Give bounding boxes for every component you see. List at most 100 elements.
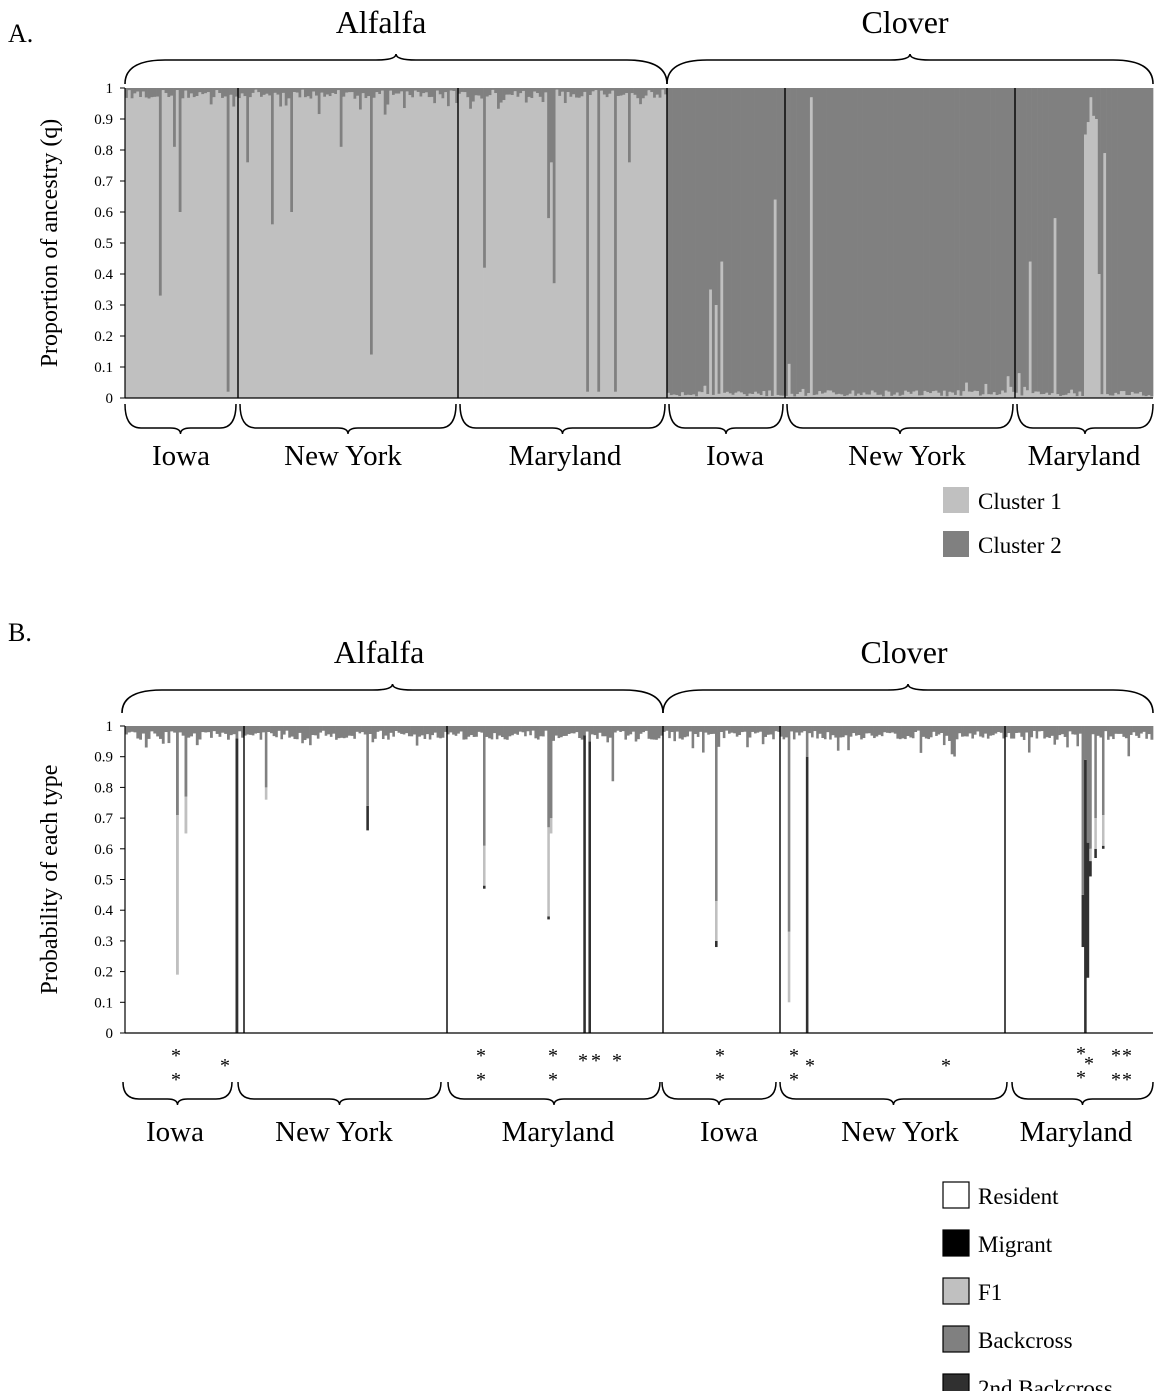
bar-segment	[621, 726, 625, 732]
bar-segment	[790, 726, 794, 732]
bar-segment	[821, 737, 825, 1033]
bar-segment	[547, 726, 551, 828]
bar-segment	[1056, 739, 1059, 1033]
bar-segment	[260, 96, 264, 398]
bar-segment	[280, 739, 284, 1033]
bar-segment	[164, 732, 168, 1033]
bar-segment	[723, 88, 727, 393]
bar-segment	[430, 88, 434, 97]
bar-segment	[534, 738, 538, 1033]
bar-segment	[603, 736, 607, 1033]
bar-segment	[441, 98, 445, 398]
bar-segment	[235, 738, 239, 1033]
bar-segment	[187, 726, 191, 738]
bar-segment	[282, 92, 286, 399]
bar-segment	[490, 739, 494, 1033]
bar-segment	[725, 726, 729, 731]
bar-segment	[931, 88, 935, 392]
bar-segment	[1130, 88, 1135, 392]
bar-segment	[609, 726, 612, 738]
bar-segment	[279, 106, 283, 398]
bar-segment	[262, 88, 266, 95]
bar-segment	[1089, 88, 1093, 98]
bar-segment	[433, 726, 437, 733]
bar-segment	[1140, 726, 1144, 734]
bar-segment	[625, 93, 629, 398]
bar-segment	[339, 146, 343, 398]
bar-segment	[956, 88, 960, 391]
bar-segment	[465, 726, 468, 740]
bar-segment	[768, 88, 772, 391]
bar-segment	[1026, 88, 1030, 391]
bar-segment	[218, 736, 222, 1033]
bar-segment	[1136, 393, 1140, 398]
bar-segment	[1119, 726, 1123, 734]
bar-segment	[229, 726, 234, 736]
bar-segment	[503, 726, 507, 740]
bar-segment	[173, 146, 177, 398]
bar-segment	[734, 392, 738, 398]
bar-segment	[190, 736, 194, 1033]
bar-segment	[920, 395, 924, 398]
bar-segment	[598, 732, 602, 1033]
bar-segment	[637, 739, 641, 1033]
bar-segment	[1015, 88, 1019, 393]
bar-segment	[276, 88, 280, 95]
bar-segment	[201, 732, 205, 1033]
bar-segment	[992, 88, 996, 393]
bar-segment	[257, 726, 260, 733]
bar-segment	[1135, 726, 1139, 736]
bar-segment	[565, 726, 569, 736]
bar-segment	[538, 88, 542, 97]
bar-segment	[973, 390, 977, 398]
bar-segment	[583, 726, 587, 736]
population-label: New York	[848, 440, 966, 472]
bar-segment	[577, 97, 581, 398]
bar-segment	[812, 395, 816, 398]
bar-segment	[765, 396, 769, 398]
bar-segment	[686, 88, 690, 395]
bar-segment	[955, 726, 959, 740]
bar-segment	[161, 90, 165, 399]
asterisk-marker: *	[1122, 1045, 1132, 1067]
bar-segment	[1142, 731, 1146, 1033]
bar-segment	[378, 88, 382, 94]
bar-segment	[1015, 732, 1019, 1033]
legend-swatch-migrant	[942, 1229, 970, 1257]
bar-segment	[1061, 734, 1065, 1033]
bar-segment	[849, 726, 853, 737]
bar-segment	[632, 726, 636, 732]
bar-segment	[809, 97, 814, 399]
bar-segment	[580, 88, 584, 97]
bar-segment	[1027, 752, 1031, 1033]
bar-segment	[968, 726, 972, 734]
bar-segment	[645, 726, 648, 731]
bar-segment	[577, 88, 581, 98]
bar-segment	[519, 726, 522, 732]
bar-segment	[1142, 726, 1146, 732]
bar-segment	[855, 726, 858, 736]
bar-segment	[681, 739, 685, 1033]
bar-segment	[226, 88, 230, 392]
bar-segment	[488, 726, 492, 739]
bar-segment	[842, 737, 846, 1033]
bar-segment	[660, 735, 664, 1033]
bar-segment	[681, 726, 685, 740]
bar-segment	[471, 101, 476, 398]
bar-segment	[865, 88, 869, 395]
bar-segment	[290, 736, 294, 1033]
bar-segment	[575, 726, 579, 733]
bar-segment	[862, 726, 866, 739]
bar-segment	[164, 92, 168, 399]
bar-segment	[976, 391, 980, 398]
bar-segment	[593, 726, 597, 736]
bar-segment	[702, 726, 705, 753]
bar-segment	[742, 394, 747, 398]
bar-segment	[238, 731, 242, 1033]
bar-segment	[1084, 759, 1087, 1033]
bar-segment	[740, 88, 744, 393]
bar-segment	[862, 88, 866, 393]
bar-segment	[342, 738, 346, 1033]
bar-segment	[184, 833, 188, 1033]
bar-segment	[667, 88, 671, 393]
